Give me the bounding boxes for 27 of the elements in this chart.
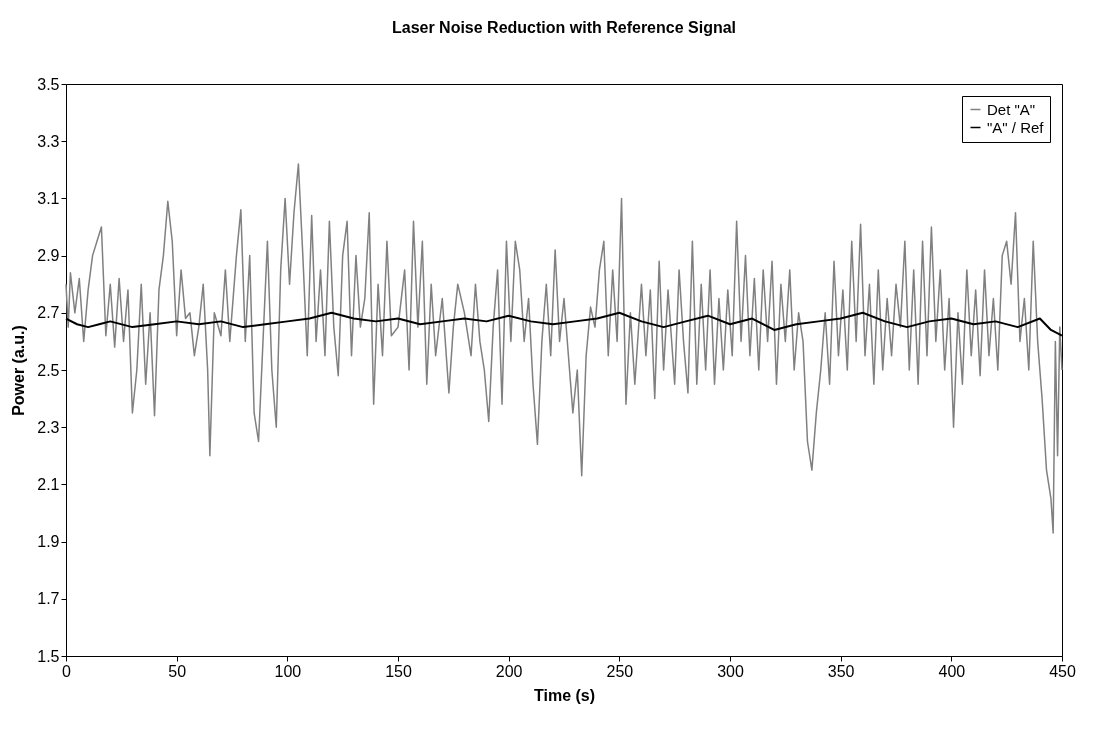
line-series (65, 163, 1063, 534)
x-tick-label: 250 (606, 662, 634, 680)
y-tick-label: 2.7 (37, 304, 60, 322)
y-tick-label: 3.3 (37, 132, 60, 150)
y-tick-label: 3.5 (37, 75, 60, 93)
x-tick-label: 0 (62, 662, 72, 680)
y-tick-label: 3.1 (37, 189, 60, 207)
x-tick-label: 450 (1049, 662, 1076, 680)
y-tick-label: 1.7 (37, 590, 60, 608)
x-tick-label: 50 (168, 662, 187, 680)
y-tick-label: 2.5 (37, 361, 60, 379)
x-tick-label: 150 (385, 662, 412, 680)
y-axis-title: Power (a.u.) (10, 325, 28, 416)
x-axis-title: Time (s) (533, 686, 596, 704)
legend-label: "A" / Ref (987, 118, 1045, 136)
y-tick-label: 2.1 (37, 475, 60, 493)
y-tick-label: 2.3 (37, 418, 60, 436)
x-tick-label: 100 (274, 662, 302, 680)
x-tick-label: 300 (717, 662, 744, 680)
x-tick-label: 400 (938, 662, 966, 680)
legend-label: Det "A" (987, 100, 1036, 118)
y-tick-label: 1.9 (37, 533, 60, 551)
y-tick-label: 2.9 (37, 247, 60, 265)
x-tick-label: 200 (495, 662, 523, 680)
chart-title: Laser Noise Reduction with Reference Signal (391, 19, 737, 36)
x-tick-label: 350 (827, 662, 855, 680)
y-tick-label: 1.5 (37, 647, 60, 665)
